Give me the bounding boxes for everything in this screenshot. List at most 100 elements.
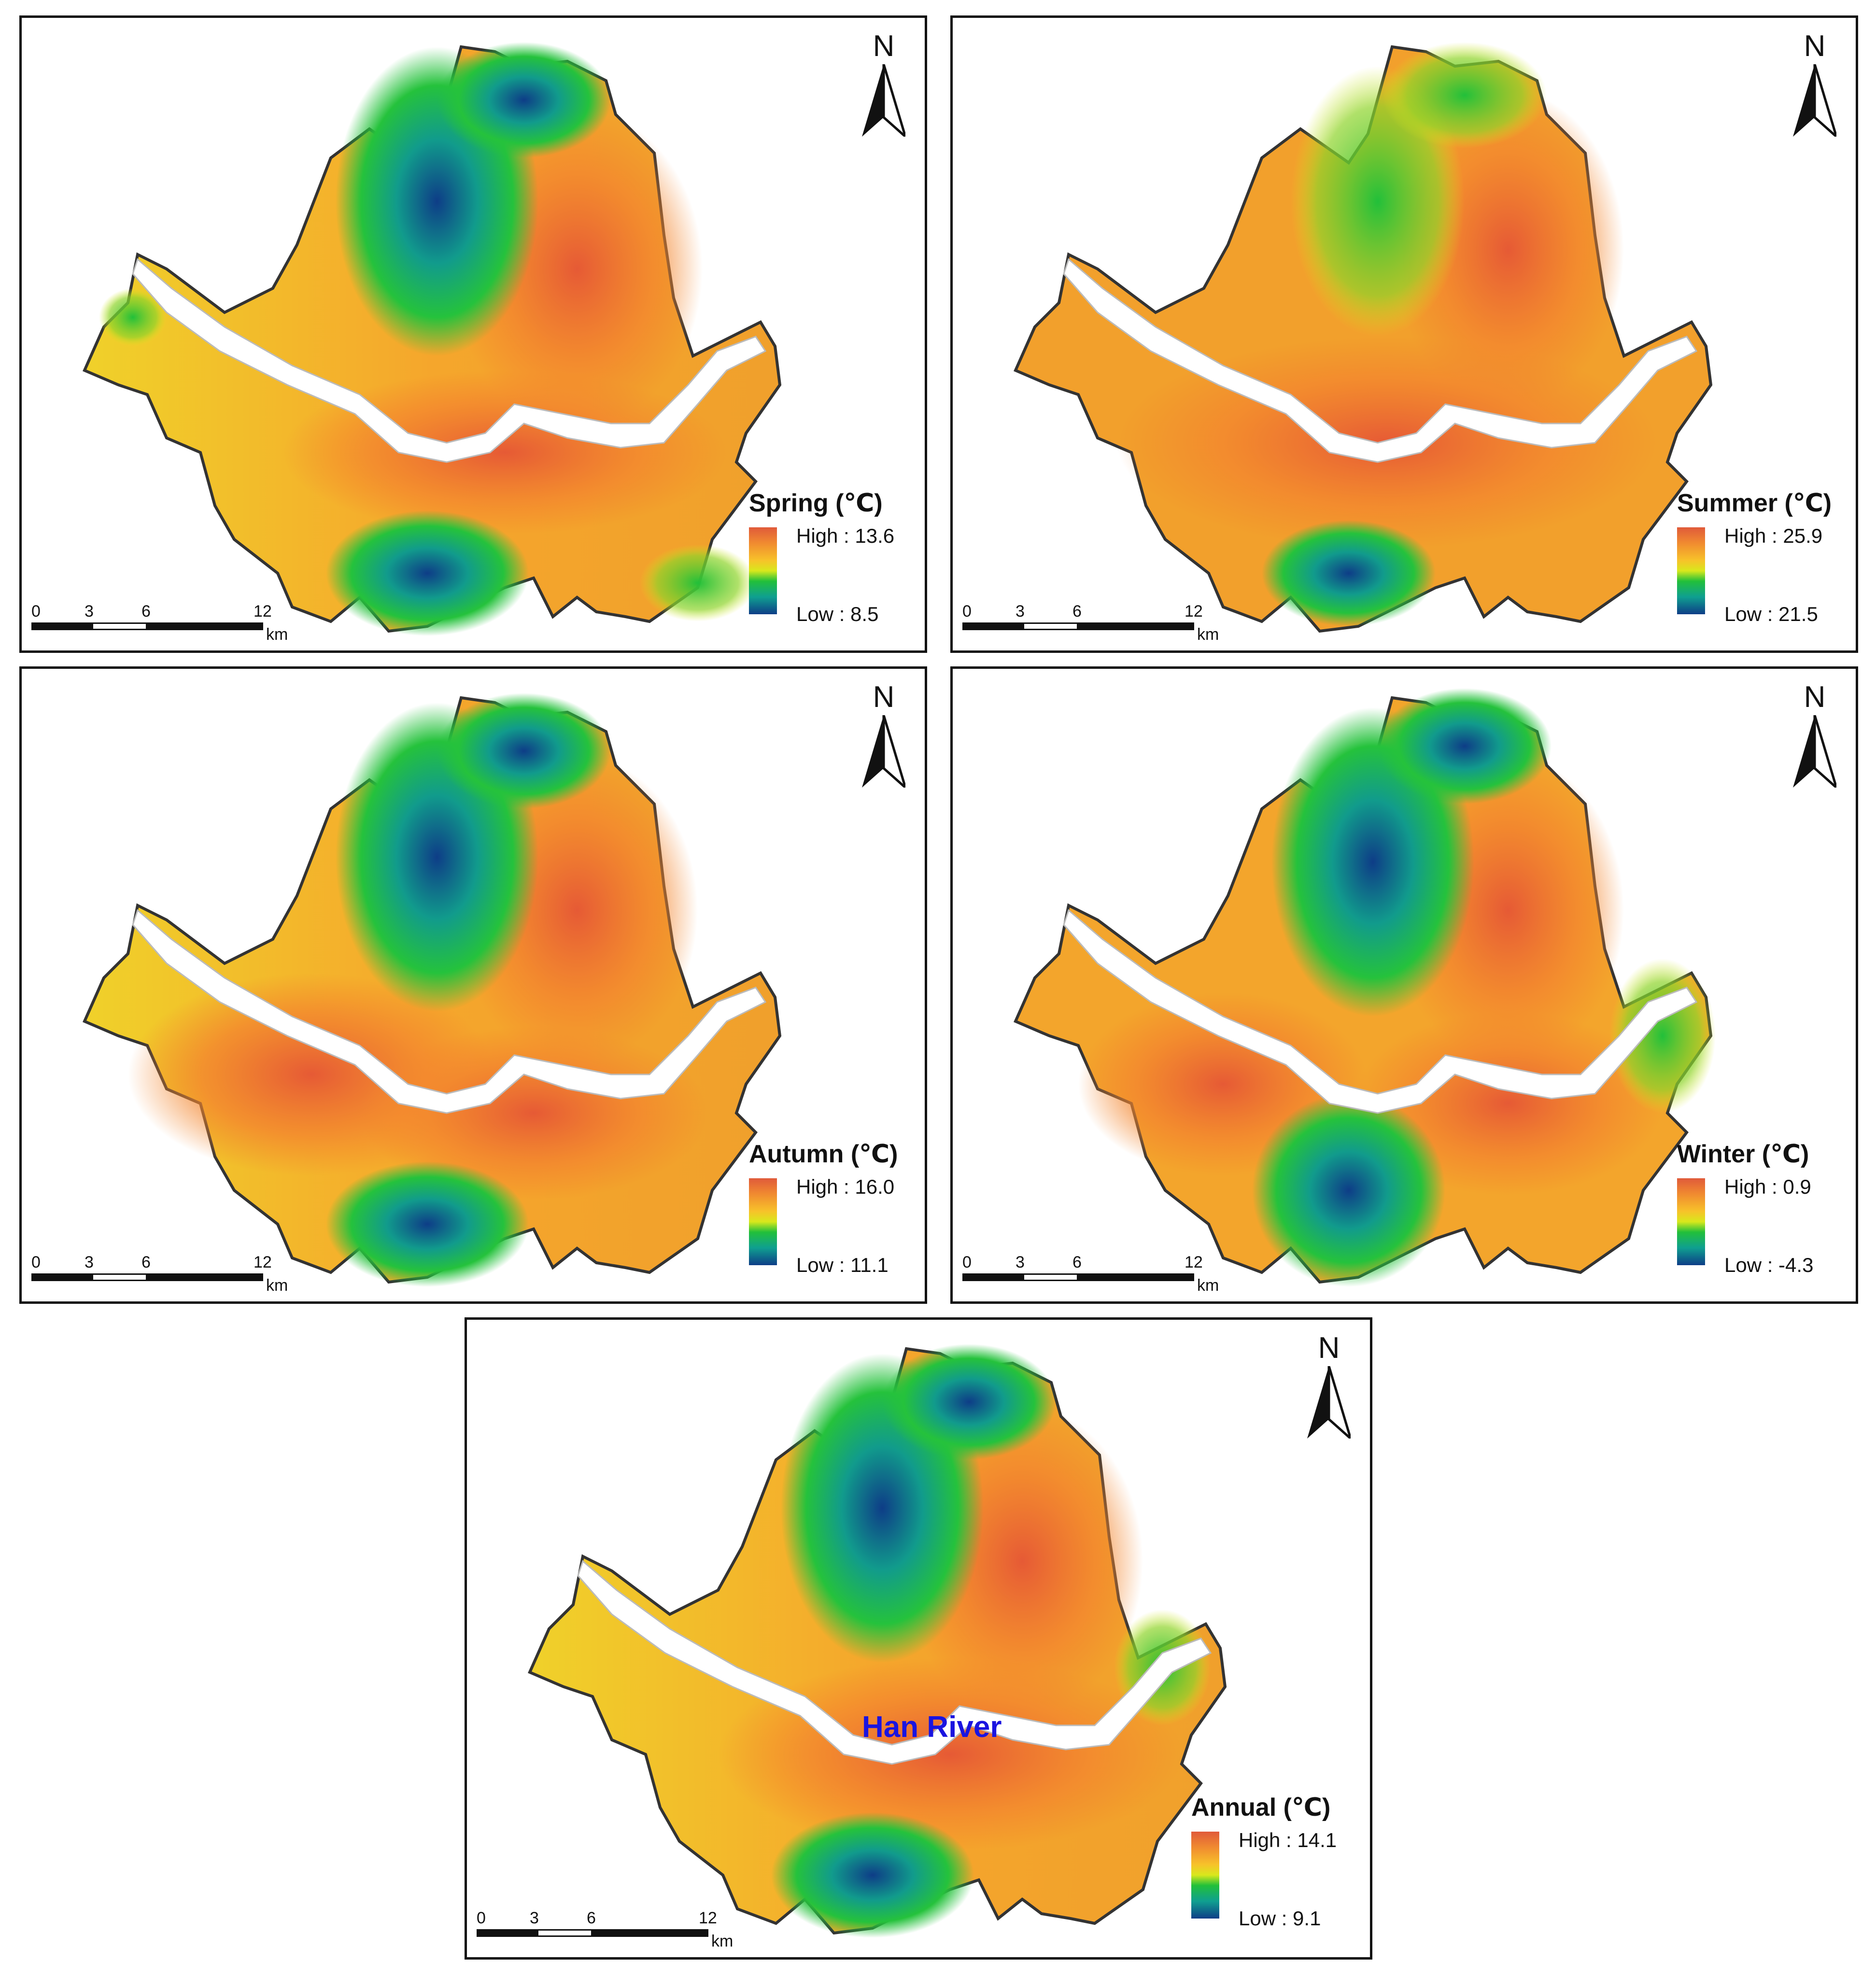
scale-tick: 6 [1072, 602, 1082, 621]
north-arrow-icon [1793, 64, 1836, 137]
legend-low: Low : 9.1 [1239, 1907, 1321, 1930]
legend-title: Annual (℃) [1191, 1793, 1331, 1821]
seoul-temperature-map [83, 693, 782, 1287]
north-arrow: N [857, 31, 910, 137]
legend-low: Low : 21.5 [1724, 603, 1818, 625]
legend-low: Low : 8.5 [796, 603, 879, 625]
scale-tick: 6 [141, 1253, 151, 1271]
scale-tick: 6 [1072, 1253, 1082, 1271]
scale-tick: 6 [587, 1909, 596, 1927]
legend-title: Autumn (℃) [749, 1140, 898, 1168]
scale-unit: km [266, 625, 288, 644]
map-panel-annual: Han River N Annual (℃) High : 14.1 Low :… [465, 1317, 1372, 1960]
scale-bar-segment [1023, 1273, 1078, 1281]
legend-high: High : 0.9 [1724, 1175, 1811, 1198]
map-panel-winter: N Winter (℃) High : 0.9 Low : -4.3 0 3 6… [950, 666, 1858, 1304]
north-label: N [1804, 29, 1826, 63]
north-arrow-icon [1307, 1366, 1351, 1439]
legend-low: Low : 11.1 [796, 1254, 889, 1276]
legend-title: Winter (℃) [1677, 1140, 1809, 1168]
scale-tick: 12 [254, 602, 272, 621]
han-river [577, 1560, 1212, 1765]
scale-bar-segment [1078, 622, 1194, 630]
map-panel-autumn: N Autumn (℃) High : 16.0 Low : 11.1 0 3 … [19, 666, 927, 1304]
north-label: N [1804, 680, 1826, 714]
legend-title: Summer (℃) [1677, 489, 1832, 517]
scale-tick: 3 [1016, 1253, 1025, 1271]
han-river-label: Han River [862, 1710, 1002, 1744]
legend-colorbar [1677, 1178, 1705, 1265]
seoul-temperature-map [1014, 688, 1716, 1287]
scale-tick: 0 [962, 602, 972, 621]
han-river [132, 258, 767, 463]
scale-unit: km [1197, 1276, 1219, 1295]
scale-tick: 12 [1185, 602, 1203, 621]
legend-high: High : 16.0 [796, 1175, 895, 1198]
seoul-temperature-map [528, 1344, 1227, 1938]
legend-colorbar [1677, 527, 1705, 614]
scale-tick: 0 [477, 1909, 486, 1927]
scale-bar: 0 3 6 12 km [477, 1909, 733, 1950]
scale-unit: km [711, 1932, 733, 1950]
legend-colorbar [1191, 1832, 1219, 1919]
han-river [132, 909, 767, 1114]
scale-bar: 0 3 6 12 km [31, 1253, 288, 1295]
scale-bar: 0 3 6 12 km [31, 602, 288, 644]
scale-tick: 12 [1185, 1253, 1203, 1271]
scale-bar: 0 3 6 12 km [962, 1253, 1219, 1295]
scale-tick: 0 [962, 1253, 972, 1271]
scale-tick: 6 [141, 602, 151, 621]
legend: Autumn (℃) High : 16.0 Low : 11.1 [749, 1140, 908, 1276]
scale-bar-segment [1023, 622, 1078, 630]
scale-unit: km [1197, 625, 1219, 644]
scale-bar-segment [962, 622, 1023, 630]
legend-colorbar [749, 1178, 777, 1265]
scale-bar-segment [31, 1273, 92, 1281]
legend-colorbar [749, 527, 777, 614]
map-panel-spring: N Spring (℃) High : 13.6 Low : 8.5 0 3 6… [19, 15, 927, 653]
han-river [1063, 909, 1698, 1114]
legend-high: High : 25.9 [1724, 524, 1823, 547]
legend-low: Low : -4.3 [1724, 1254, 1814, 1276]
seoul-temperature-map [1014, 42, 1713, 633]
north-label: N [1318, 1331, 1340, 1365]
north-arrow: N [1302, 1333, 1355, 1439]
north-arrow-icon [862, 64, 905, 137]
scale-tick: 0 [31, 1253, 41, 1271]
north-label: N [873, 29, 895, 63]
north-arrow: N [1788, 682, 1841, 788]
scale-tick: 0 [31, 602, 41, 621]
legend: Annual (℃) High : 14.1 Low : 9.1 [1191, 1793, 1351, 1930]
scale-bar-segment [537, 1929, 592, 1937]
north-arrow: N [1788, 31, 1841, 137]
scale-unit: km [266, 1276, 288, 1295]
scale-bar-segment [592, 1929, 708, 1937]
scale-bar-segment [147, 622, 263, 630]
scale-tick: 3 [85, 1253, 94, 1271]
scale-bar-segment [31, 622, 92, 630]
north-arrow-icon [1793, 715, 1836, 788]
map-panel-summer: N Summer (℃) High : 25.9 Low : 21.5 0 3 … [950, 15, 1858, 653]
scale-tick: 3 [1016, 602, 1025, 621]
han-river [1063, 258, 1698, 463]
scale-bar-segment [92, 1273, 147, 1281]
scale-tick: 12 [699, 1909, 717, 1927]
legend: Winter (℃) High : 0.9 Low : -4.3 [1677, 1140, 1836, 1276]
north-arrow-icon [862, 715, 905, 788]
north-label: N [873, 680, 895, 714]
scale-bar-segment [1078, 1273, 1194, 1281]
scale-bar-segment [92, 622, 147, 630]
scale-tick: 3 [85, 602, 94, 621]
scale-tick: 12 [254, 1253, 272, 1271]
scale-bar: 0 3 6 12 km [962, 602, 1219, 644]
north-arrow: N [857, 682, 910, 788]
scale-tick: 3 [530, 1909, 539, 1927]
legend-high: High : 13.6 [796, 524, 895, 547]
seoul-temperature-map [83, 42, 782, 636]
legend-high: High : 14.1 [1239, 1829, 1337, 1851]
scale-bar-segment [962, 1273, 1023, 1281]
legend: Summer (℃) High : 25.9 Low : 21.5 [1677, 489, 1836, 625]
scale-bar-segment [147, 1273, 263, 1281]
legend-title: Spring (℃) [749, 489, 883, 517]
scale-bar-segment [477, 1929, 537, 1937]
